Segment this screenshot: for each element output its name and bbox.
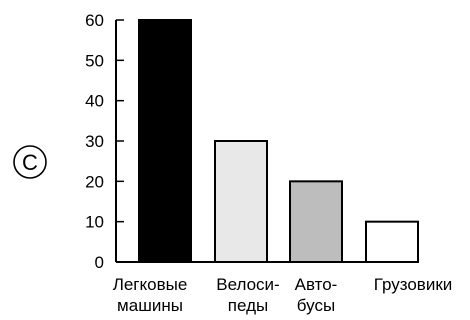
x-tick-label: машины	[117, 296, 183, 315]
y-tick-label: 50	[85, 51, 104, 70]
x-tick-label: Легковые	[113, 275, 188, 294]
x-tick-label: Велоси-	[216, 275, 279, 294]
x-tick-labels: Легковые машины Велоси-педы Авто-бусы Грузов…	[113, 275, 453, 315]
y-tick-label: 20	[85, 172, 104, 191]
y-tick-label: 60	[85, 11, 104, 30]
y-tick-label: 40	[85, 92, 104, 111]
y-tick-label: 10	[85, 213, 104, 232]
bar	[365, 220, 419, 264]
bar	[214, 140, 268, 263]
bars	[138, 19, 419, 264]
x-tick-label: бусы	[297, 296, 335, 315]
bar	[138, 19, 192, 263]
y-ticks: 0 10 20 30 40 50 60	[85, 11, 124, 272]
panel-label: C	[13, 145, 47, 179]
x-tick-label: Грузовики	[374, 275, 453, 294]
y-tick-label: 30	[85, 132, 104, 151]
x-tick-label: Авто-	[295, 275, 338, 294]
y-tick-label: 0	[95, 253, 104, 272]
bar	[289, 180, 343, 263]
panel-label-circle	[13, 145, 47, 179]
x-tick-label: педы	[228, 296, 268, 315]
panel-label-text: C	[22, 150, 38, 175]
